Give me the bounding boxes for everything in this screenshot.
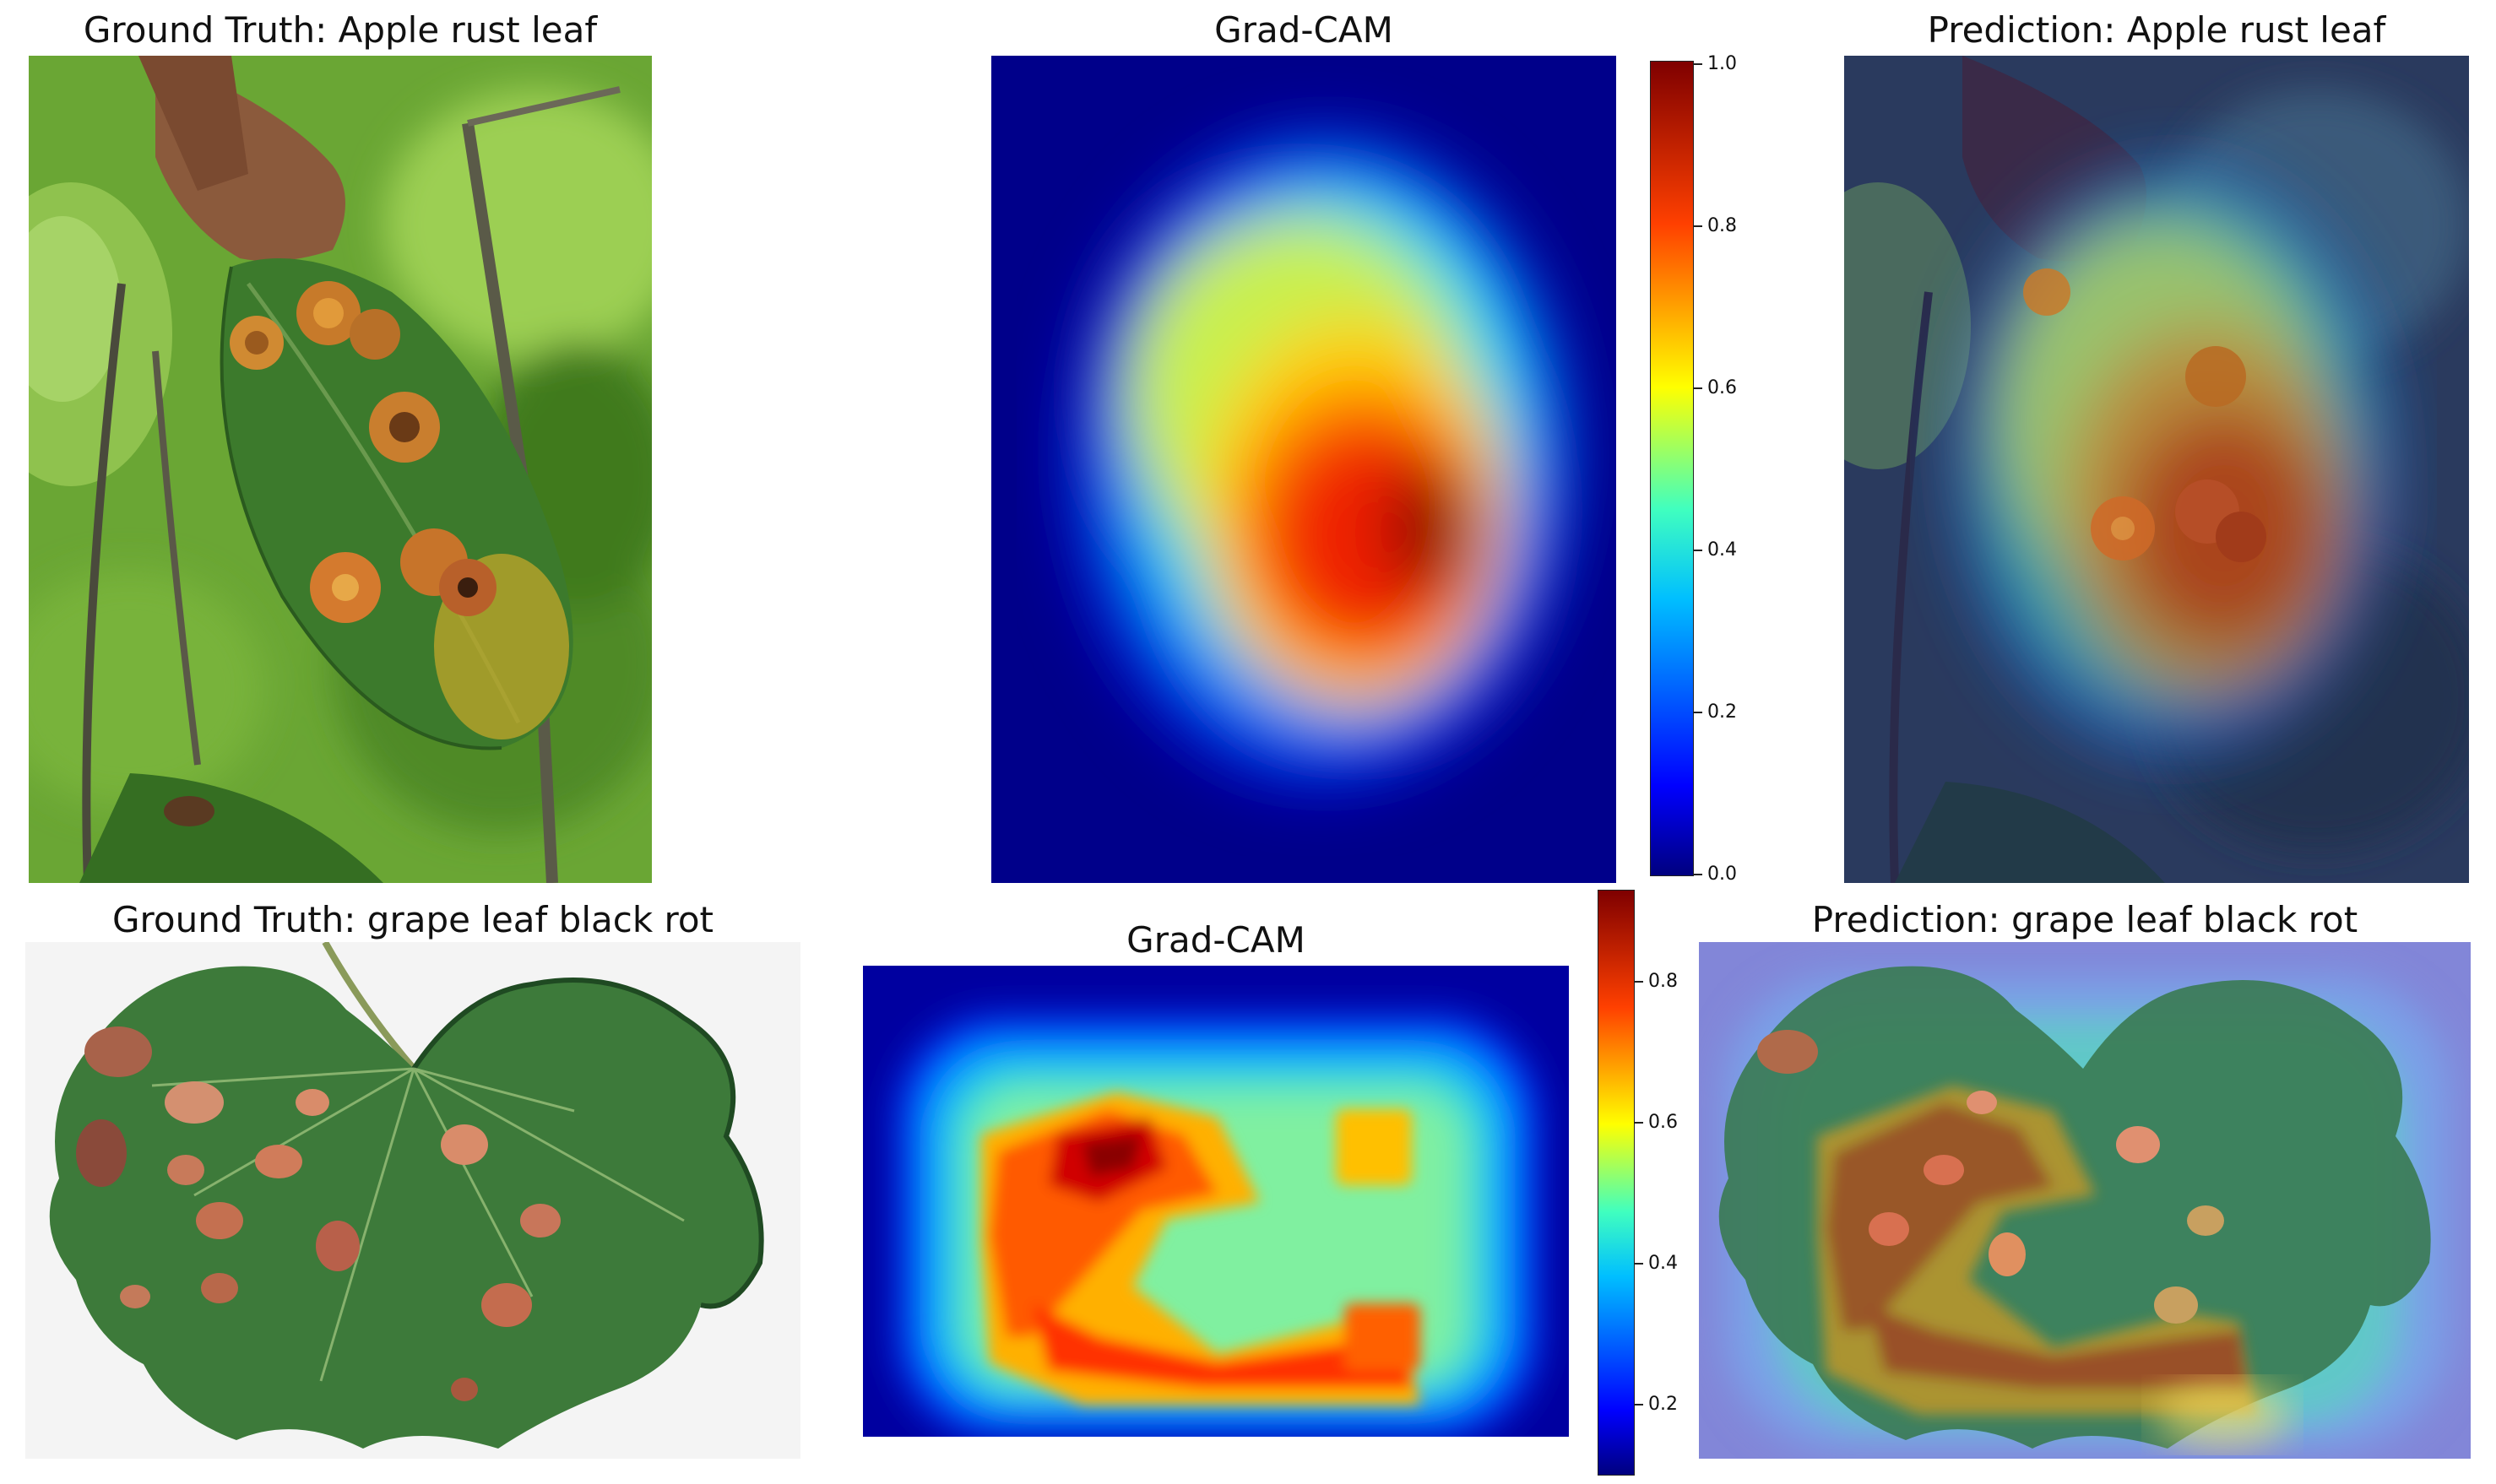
row2-prediction-title: Prediction: grape leaf black rot [1811,899,2358,940]
row2-gradcam-title: Grad-CAM [1126,919,1305,961]
row2-gradcam-heatmap [863,966,1569,1437]
row1-colorbar-tick-label: 0.6 [1707,377,1737,398]
row1-colorbar-tick-mark [1694,225,1702,227]
row2-colorbar-tick-label: 0.8 [1648,970,1678,992]
row2-colorbar-tick-label: 0.2 [1648,1394,1678,1416]
row1-colorbar-tick-label: 0.0 [1707,864,1737,885]
row2-colorbar-tick-label: 0.6 [1648,1111,1678,1133]
row1-colorbar-tick-mark [1694,712,1702,713]
row1-colorbar-tick-label: 0.2 [1707,701,1737,723]
row1-gradcam-title: Grad-CAM [1214,9,1393,51]
row1-colorbar-tick-label: 0.4 [1707,539,1737,561]
row1-gradcam-heatmap [991,56,1616,883]
row2-colorbar-tick-mark [1635,1263,1643,1265]
row2-prediction-overlay [1699,942,2471,1459]
row1-colorbar-tick-mark [1694,63,1702,65]
row2-colorbar-tick-mark [1635,1404,1643,1406]
row1-colorbar-tick-mark [1694,874,1702,875]
apple-rust-leaf-image [29,56,652,883]
row1-colorbar [1650,61,1694,876]
row1-colorbar-tick-mark [1694,550,1702,551]
row1-ground-truth-title: Ground Truth: Apple rust leaf [83,9,598,51]
row1-prediction-overlay [1844,56,2469,883]
row1-colorbar-tick-label: 0.8 [1707,215,1737,236]
row2-colorbar-tick-label: 0.4 [1648,1253,1678,1275]
row2-colorbar-tick-mark [1635,980,1643,983]
row2-ground-truth-title: Ground Truth: grape leaf black rot [111,899,714,940]
row1-colorbar-tick-mark [1694,387,1702,389]
row2-colorbar-tick-mark [1635,1121,1643,1124]
row2-colorbar [1598,890,1635,1476]
row1-colorbar-tick-label: 1.0 [1707,53,1737,74]
grape-leaf-black-rot-image [25,942,800,1459]
row1-prediction-title: Prediction: Apple rust leaf [1927,9,2386,51]
